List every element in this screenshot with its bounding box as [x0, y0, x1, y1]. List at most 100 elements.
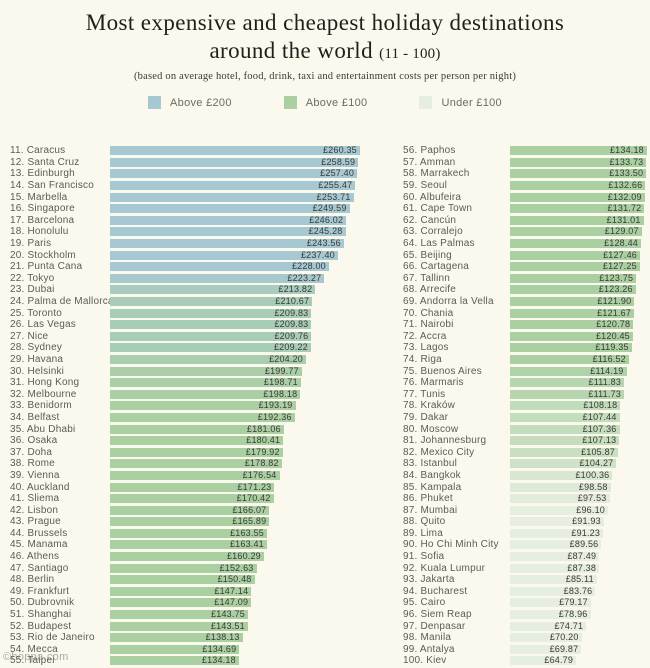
destination-label: 81. Johannesburg	[403, 435, 487, 447]
destination-label: 93. Jakarta	[403, 574, 455, 586]
destination-row: 99. Antalya £69.87	[403, 644, 647, 656]
destination-label: 57. Amman	[403, 156, 456, 168]
watermark: ©hoppa.com	[3, 651, 69, 663]
destination-row: 30. Helsinki £199.77	[10, 365, 360, 377]
destination-value: £255.47	[318, 180, 353, 191]
destination-value: £260.35	[322, 145, 357, 156]
destination-row: 41. Sliema £170.42	[10, 493, 360, 505]
destination-row: 86. Phuket £97.53	[403, 493, 647, 505]
destination-row: 67. Tallinn £123.75	[403, 273, 647, 285]
destination-label: 95. Cairo	[403, 597, 446, 609]
destination-value: £209.76	[274, 330, 309, 341]
destination-bar: £89.56	[510, 540, 602, 550]
destination-bar: £111.73	[510, 388, 624, 399]
destination-value: £98.58	[578, 481, 608, 492]
chart-subtitle: (based on average hotel, food, drink, ta…	[133, 71, 517, 83]
destination-value: £134.18	[201, 655, 236, 666]
destination-label: 45. Manama	[10, 539, 68, 551]
destination-row: 27. Nice £209.76	[10, 331, 360, 343]
destination-bar: £199.77	[110, 365, 302, 376]
destination-row: 42. Lisbon £166.07	[10, 504, 360, 516]
destination-row: 45. Manama £163.41	[10, 539, 360, 551]
destination-value: £69.87	[549, 643, 579, 654]
destination-label: 66. Cartagena	[403, 261, 469, 273]
destination-bar: £123.26	[510, 285, 636, 295]
legend-label: Above £100	[305, 96, 368, 109]
destination-row: 95. Cairo £79.17	[403, 597, 647, 609]
destination-row: 24. Palma de Mallorca £210.67	[10, 296, 360, 308]
destination-label: 29. Havana	[10, 353, 64, 365]
destination-bar: £91.93	[510, 517, 604, 527]
destination-bar: £104.27	[510, 459, 617, 469]
destination-bar: £70.20	[510, 633, 582, 643]
destination-row: 52. Budapest £143.51	[10, 620, 360, 632]
destination-value: £253.71	[316, 191, 351, 202]
destination-value: £74.71	[554, 620, 584, 631]
destination-label: 30. Helsinki	[10, 365, 65, 377]
destination-bar: £105.87	[510, 446, 618, 457]
destination-bar: £147.09	[110, 598, 252, 608]
destination-row: 62. Cancún £131.01	[403, 215, 647, 227]
destination-row: 70. Chania £121.67	[403, 307, 647, 319]
destination-label: 51. Shanghai	[10, 609, 72, 621]
destination-bar: £209.22	[110, 343, 311, 353]
destination-row: 33. Benidorm £193.19	[10, 400, 360, 412]
destination-value: £237.40	[300, 249, 335, 260]
destination-label: 46. Athens	[10, 551, 60, 563]
destination-label: 23. Dubai	[10, 284, 55, 296]
destination-label: 83. Istanbul	[403, 458, 458, 470]
destination-label: 92. Kuala Lumpur	[403, 562, 486, 574]
destination-label: 33. Benidorm	[10, 400, 72, 412]
destination-bar: £134.18	[510, 146, 647, 156]
destination-bar: £133.73	[510, 157, 647, 167]
destination-row: 14. San Francisco £255.47	[10, 180, 360, 192]
destination-bar: £180.41	[110, 436, 284, 446]
destination-value: £178.82	[244, 458, 279, 469]
destination-value: £132.66	[608, 180, 643, 191]
destination-value: £127.25	[602, 261, 637, 272]
destination-label: 89. Lima	[403, 527, 443, 539]
destination-label: 18. Honolulu	[10, 226, 69, 238]
destination-bar: £134.69	[110, 644, 240, 654]
destination-value: £64.79	[544, 655, 574, 666]
destination-bar: £119.35	[510, 343, 632, 353]
destination-label: 98. Manila	[403, 632, 452, 644]
destination-bar: £170.42	[110, 494, 274, 504]
destination-value: £249.59	[312, 203, 347, 214]
destination-bar: £87.49	[510, 552, 600, 562]
destination-label: 69. Andorra la Vella	[403, 296, 494, 308]
destination-label: 64. Las Palmas	[403, 238, 475, 250]
destination-label: 85. Kampala	[403, 481, 462, 493]
destination-value: £78.96	[558, 609, 588, 620]
destination-value: £223.27	[287, 272, 322, 283]
destination-label: 79. Dakar	[403, 411, 449, 423]
destination-row: 25. Toronto £209.83	[10, 307, 360, 319]
destination-row: 13. Edinburgh £257.40	[10, 168, 360, 180]
destination-value: £160.29	[226, 551, 261, 562]
destination-bar: £69.87	[510, 643, 582, 654]
legend-swatch-icon	[419, 96, 433, 109]
destination-value: £176.54	[242, 469, 277, 480]
destination-bar: £132.09	[510, 192, 645, 202]
destination-bar: £83.76	[510, 586, 596, 596]
destination-label: 70. Chania	[403, 307, 454, 319]
destination-bar: £163.55	[110, 528, 267, 538]
destination-value: £105.87	[581, 446, 615, 457]
destination-bar: £128.44	[510, 239, 641, 249]
title-range: (11 - 100)	[379, 45, 441, 62]
destination-bar: £179.92	[110, 447, 283, 457]
destination-label: 94. Bucharest	[403, 585, 468, 597]
destination-label: 42. Lisbon	[10, 504, 59, 516]
destination-row: 65. Beijing £127.46	[403, 249, 647, 261]
destination-row: 59. Seoul £132.66	[403, 180, 647, 192]
destination-row: 19. Paris £243.56	[10, 238, 360, 250]
destination-value: £96.10	[576, 504, 605, 515]
legend-label: Above £200	[170, 96, 232, 109]
destination-label: 56. Paphos	[403, 145, 456, 157]
destination-value: £199.77	[264, 365, 299, 376]
destination-value: £111.73	[588, 388, 621, 399]
destination-bar: £152.63	[110, 563, 257, 573]
destination-label: 28. Sydney	[10, 342, 63, 354]
destination-bar: £253.71	[110, 191, 354, 202]
